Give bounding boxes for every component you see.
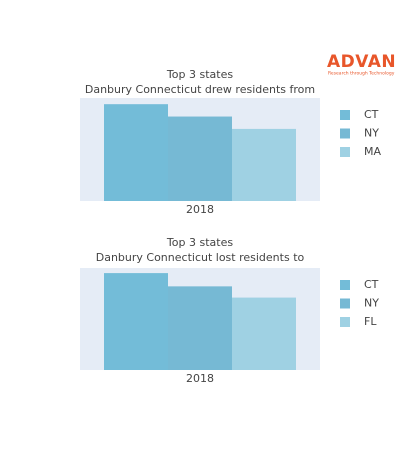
bar xyxy=(104,104,168,201)
x-tick-label: 2018 xyxy=(186,372,214,385)
bar xyxy=(168,286,232,370)
legend-swatch xyxy=(340,317,350,327)
legend-label: FL xyxy=(364,315,377,328)
chart-title: Top 3 states xyxy=(166,68,233,81)
chart-subtitle: Danbury Connecticut drew residents from xyxy=(85,83,315,96)
chart-title: Top 3 states xyxy=(166,236,233,249)
bar xyxy=(168,116,232,201)
legend-swatch xyxy=(340,110,350,120)
legend-swatch xyxy=(340,298,350,309)
bar xyxy=(232,297,296,370)
bar xyxy=(232,128,296,201)
bar xyxy=(104,273,168,370)
x-tick-label: 2018 xyxy=(186,203,214,216)
legend-label: CT xyxy=(364,108,379,121)
legend-label: CT xyxy=(364,278,379,291)
legend-swatch xyxy=(340,128,350,139)
legend-swatch xyxy=(340,280,350,290)
legend-swatch xyxy=(340,147,350,157)
logo: ADVAN xyxy=(327,52,396,72)
legend-label: NY xyxy=(364,297,379,310)
legend-label: MA xyxy=(364,145,381,158)
legend-label: NY xyxy=(364,127,379,140)
chart-subtitle: Danbury Connecticut lost residents to xyxy=(96,251,305,264)
logo-tagline: Research through Technology xyxy=(328,71,395,77)
